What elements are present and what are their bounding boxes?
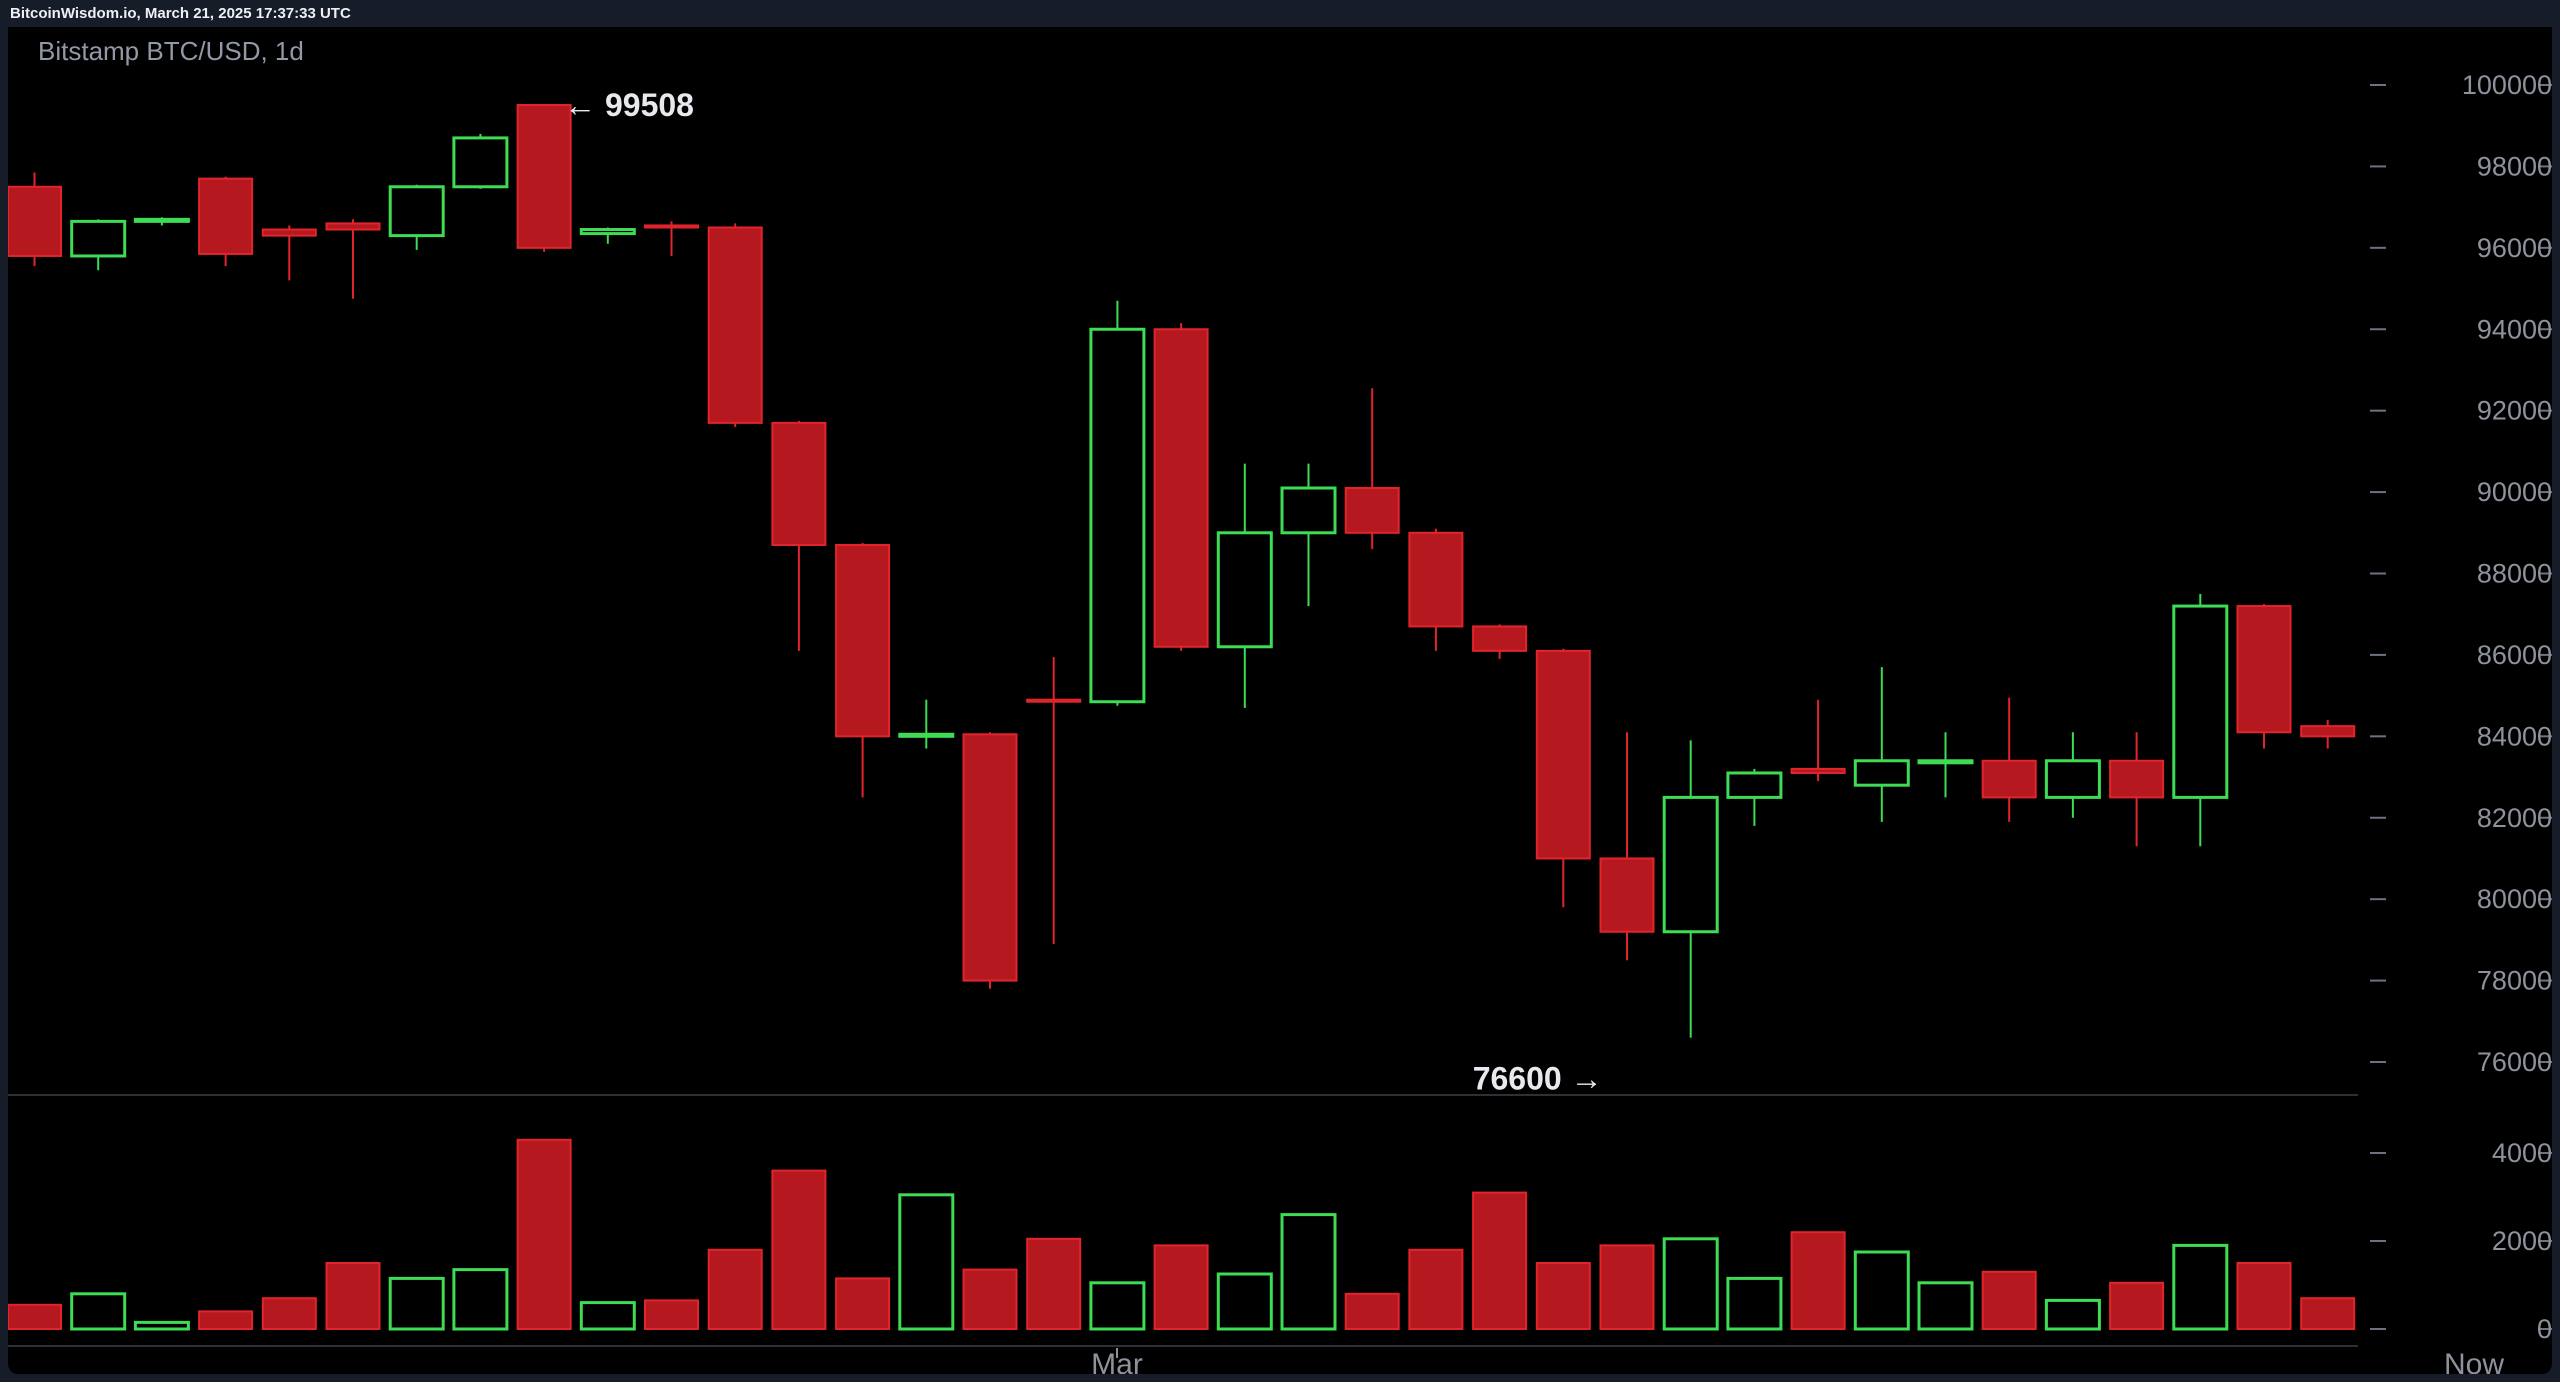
svg-text:Now: Now	[2444, 1348, 2504, 1374]
svg-text:76000: 76000	[2477, 1047, 2552, 1077]
svg-text:100000: 100000	[2462, 70, 2552, 100]
svg-text:92000: 92000	[2477, 396, 2552, 426]
svg-text:4000: 4000	[2492, 1138, 2552, 1168]
svg-text:Mar: Mar	[1091, 1348, 1143, 1374]
svg-text:96000: 96000	[2477, 233, 2552, 263]
svg-text:80000: 80000	[2477, 884, 2552, 914]
svg-text:84000: 84000	[2477, 721, 2552, 751]
svg-text:86000: 86000	[2477, 640, 2552, 670]
svg-text:0: 0	[2537, 1314, 2552, 1344]
svg-text:88000: 88000	[2477, 559, 2552, 589]
svg-text:78000: 78000	[2477, 966, 2552, 996]
svg-text:← 99508: ← 99508	[564, 87, 694, 123]
svg-text:94000: 94000	[2477, 314, 2552, 344]
svg-text:2000: 2000	[2492, 1226, 2552, 1256]
svg-text:76600 →: 76600 →	[1473, 1061, 1603, 1097]
svg-text:98000: 98000	[2477, 151, 2552, 181]
svg-text:90000: 90000	[2477, 477, 2552, 507]
svg-text:82000: 82000	[2477, 803, 2552, 833]
